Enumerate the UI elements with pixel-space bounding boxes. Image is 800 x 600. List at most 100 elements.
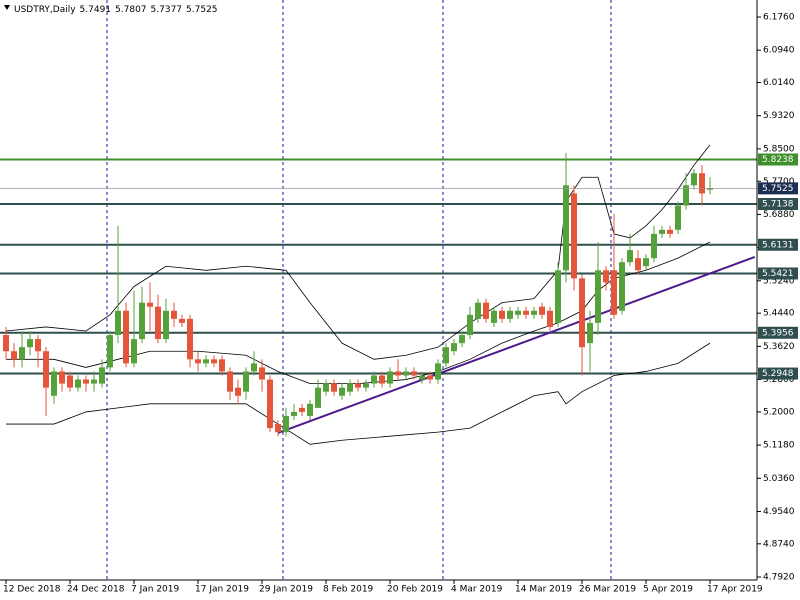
candle-body bbox=[195, 359, 201, 364]
candle-body bbox=[563, 185, 569, 271]
candle-body bbox=[339, 387, 345, 396]
candle-body bbox=[347, 383, 353, 392]
candle-body bbox=[43, 351, 49, 388]
x-tick-label: 4 Mar 2019 bbox=[451, 585, 503, 595]
candle-body bbox=[123, 310, 129, 364]
candle-body bbox=[307, 403, 313, 416]
x-tick-label: 29 Jan 2019 bbox=[259, 585, 313, 595]
level-label-box bbox=[758, 367, 798, 380]
candle-body bbox=[19, 347, 25, 360]
open-value: 5.7491 bbox=[80, 5, 112, 15]
candle-body bbox=[459, 335, 465, 344]
candle-body bbox=[83, 379, 89, 384]
candle-body bbox=[467, 314, 473, 336]
y-tick-label: 4.9540 bbox=[763, 507, 795, 517]
candle-body bbox=[571, 193, 577, 279]
candle-body bbox=[403, 371, 409, 376]
candle-body bbox=[251, 363, 257, 372]
y-tick-label: 4.7920 bbox=[763, 573, 795, 583]
candle-body bbox=[91, 379, 97, 384]
x-tick-label: 24 Dec 2018 bbox=[67, 585, 125, 595]
y-tick-label: 5.8500 bbox=[763, 144, 795, 154]
bollinger-band bbox=[5, 144, 711, 360]
candle-body bbox=[635, 258, 641, 271]
candle-body bbox=[627, 250, 633, 263]
candle-body bbox=[707, 188, 713, 190]
candle-body bbox=[131, 339, 137, 364]
candle-body bbox=[435, 363, 441, 380]
x-tick-label: 17 Jan 2019 bbox=[195, 585, 249, 595]
level-label-box bbox=[758, 267, 798, 280]
candle-body bbox=[51, 371, 57, 396]
candle-body bbox=[443, 347, 449, 364]
candle-body bbox=[363, 383, 369, 388]
candle-body bbox=[539, 306, 545, 315]
candle-body bbox=[179, 318, 185, 323]
candle-body bbox=[259, 367, 265, 380]
candle-body bbox=[11, 351, 17, 360]
candle-body bbox=[203, 359, 209, 364]
level-label: 5.7138 bbox=[762, 200, 794, 210]
y-tick-label: 5.6880 bbox=[763, 210, 795, 220]
last-price-label: 5.7525 bbox=[762, 184, 794, 194]
candle-body bbox=[643, 258, 649, 267]
candle-body bbox=[163, 310, 169, 340]
candle-body bbox=[659, 229, 665, 234]
candle-body bbox=[371, 375, 377, 384]
y-tick-label: 5.4440 bbox=[763, 309, 795, 319]
candle-body bbox=[587, 322, 593, 344]
level-label-box bbox=[758, 326, 798, 339]
candle-body bbox=[691, 173, 697, 186]
candle-body bbox=[235, 387, 241, 396]
x-tick-label: 26 Mar 2019 bbox=[579, 585, 636, 595]
candle-body bbox=[99, 367, 105, 384]
candle-body bbox=[139, 302, 145, 340]
y-tick-label: 4.8740 bbox=[763, 539, 795, 549]
candle-body bbox=[475, 302, 481, 319]
menu-icon[interactable] bbox=[4, 5, 10, 10]
y-tick-label: 5.1180 bbox=[763, 441, 795, 451]
y-tick-label: 5.7700 bbox=[763, 177, 795, 187]
last-price-box bbox=[758, 182, 798, 195]
plot bbox=[0, 144, 757, 445]
candle-body bbox=[35, 339, 41, 352]
y-tick-label: 5.9320 bbox=[763, 111, 795, 121]
candle-body bbox=[187, 318, 193, 360]
candle-body bbox=[27, 339, 33, 348]
level-label: 5.2948 bbox=[762, 369, 794, 379]
candle-body bbox=[683, 185, 689, 206]
close-value: 5.7525 bbox=[186, 5, 218, 15]
candle-body bbox=[299, 407, 305, 412]
y-tick-label: 5.0360 bbox=[763, 474, 795, 484]
low-value: 5.7377 bbox=[151, 5, 183, 15]
candle-body bbox=[411, 371, 417, 376]
y-tick-label: 5.3620 bbox=[763, 342, 795, 352]
candle-body bbox=[115, 310, 121, 336]
candle-body bbox=[291, 411, 297, 416]
candle-body bbox=[523, 310, 529, 315]
candle-body bbox=[491, 310, 497, 323]
candle-body bbox=[67, 375, 73, 388]
level-label-box bbox=[758, 153, 798, 166]
y-tick-label: 6.0140 bbox=[763, 78, 795, 88]
candle-body bbox=[107, 335, 113, 368]
candle-body bbox=[675, 205, 681, 230]
candle-body bbox=[619, 262, 625, 311]
y-tick-label: 6.1760 bbox=[763, 12, 795, 22]
candle-body bbox=[331, 383, 337, 392]
x-tick-label: 17 Apr 2019 bbox=[707, 585, 763, 595]
candle-body bbox=[419, 375, 425, 380]
candle-body bbox=[611, 270, 617, 315]
candle-body bbox=[267, 379, 273, 429]
candle-body bbox=[59, 371, 65, 384]
candle-body bbox=[603, 270, 609, 283]
candle-body bbox=[243, 371, 249, 392]
y-tick-label: 5.5240 bbox=[763, 276, 795, 286]
y-tick-label: 6.0940 bbox=[763, 46, 795, 56]
candle-body bbox=[547, 310, 553, 327]
candle-body bbox=[515, 310, 521, 315]
candle-body bbox=[451, 343, 457, 352]
level-label-box bbox=[758, 238, 798, 251]
candle-body bbox=[699, 173, 705, 194]
